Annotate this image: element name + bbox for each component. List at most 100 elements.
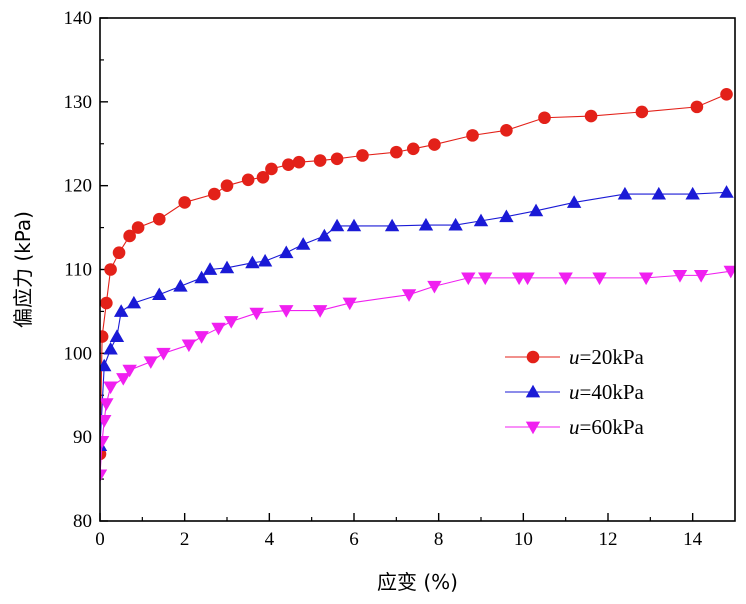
- data-point: [466, 129, 479, 142]
- data-point: [330, 152, 344, 166]
- data-point: [256, 170, 270, 184]
- data-point: [428, 138, 441, 151]
- data-point: [194, 331, 209, 344]
- data-point: [418, 217, 434, 231]
- data-point: [100, 469, 108, 483]
- data-point: [390, 145, 403, 159]
- data-point: [249, 307, 264, 321]
- data-point: [312, 305, 328, 318]
- data-point: [245, 255, 260, 269]
- x-tick-label: 14: [683, 529, 703, 550]
- data-point: [356, 149, 369, 162]
- data-point: [219, 260, 235, 274]
- data-point: [566, 195, 582, 208]
- data-point: [143, 356, 158, 369]
- tick-labels: 0 2 4 6 8 10 12 14 80 90 100 110 120 130 140: [64, 8, 703, 550]
- axis-ticks: [99, 17, 694, 522]
- data-point: [156, 347, 171, 361]
- legend-label-value: =20kPa: [580, 345, 645, 369]
- data-point: [112, 246, 126, 260]
- data-point: [342, 297, 357, 311]
- legend-marker: [526, 350, 540, 364]
- data-point: [427, 280, 442, 294]
- legend-marker: [525, 384, 541, 398]
- y-tick-label: 120: [64, 176, 93, 197]
- data-point: [685, 186, 700, 200]
- x-axis-title: 应变 (%): [377, 570, 458, 594]
- x-tick-label: 0: [95, 529, 105, 550]
- data-point: [178, 196, 191, 209]
- legend-item: u=60kPa: [505, 415, 645, 439]
- legend-label-value: =60kPa: [580, 415, 645, 439]
- data-point: [194, 270, 209, 284]
- data-point: [257, 253, 273, 267]
- legend-label-var: u: [569, 345, 580, 369]
- data-point: [461, 272, 476, 286]
- data-point: [528, 203, 544, 217]
- data-point: [635, 105, 649, 119]
- legend-item: u=40kPa: [505, 380, 645, 404]
- series-2: [100, 185, 734, 451]
- data-point: [384, 218, 400, 232]
- data-point: [638, 272, 654, 286]
- data-point: [103, 341, 118, 355]
- data-point: [122, 364, 137, 378]
- x-tick-label: 12: [599, 529, 618, 550]
- data-point: [220, 179, 234, 192]
- series-layer: [100, 87, 735, 483]
- data-point: [296, 237, 311, 250]
- data-point: [152, 287, 167, 301]
- series-1: [100, 87, 733, 461]
- data-point: [500, 124, 513, 137]
- data-point: [224, 316, 239, 329]
- legend-marker: [525, 421, 541, 435]
- data-point: [126, 295, 142, 309]
- data-point: [558, 272, 573, 286]
- legend-label-var: u: [569, 380, 580, 404]
- data-point: [113, 304, 129, 317]
- data-point: [406, 142, 420, 156]
- x-tick-label: 4: [265, 529, 275, 550]
- data-point: [279, 245, 294, 259]
- data-point: [313, 154, 327, 167]
- data-point: [109, 329, 125, 342]
- y-tick-label: 80: [73, 511, 92, 532]
- data-point: [152, 212, 166, 226]
- data-point: [651, 186, 666, 200]
- x-tick-label: 6: [349, 529, 359, 550]
- data-point: [478, 272, 493, 286]
- data-point: [719, 185, 734, 198]
- data-point: [317, 228, 332, 242]
- data-point: [131, 221, 145, 234]
- data-point: [672, 269, 688, 283]
- data-point: [693, 269, 709, 283]
- data-point: [346, 218, 362, 232]
- y-tick-label: 140: [64, 8, 93, 29]
- y-tick-label: 130: [64, 92, 93, 113]
- data-point: [173, 279, 188, 292]
- data-point: [617, 186, 633, 200]
- series-line: [100, 270, 731, 475]
- data-point: [473, 213, 489, 227]
- data-point: [103, 381, 118, 395]
- data-point: [100, 415, 112, 428]
- data-point: [690, 100, 704, 114]
- data-point: [538, 111, 551, 125]
- data-point: [401, 289, 417, 302]
- data-point: [520, 272, 535, 286]
- data-point: [329, 218, 345, 232]
- data-point: [181, 339, 197, 353]
- y-tick-label: 100: [64, 343, 93, 364]
- series-line: [100, 191, 727, 446]
- y-tick-label: 90: [73, 427, 92, 448]
- data-point: [202, 262, 218, 275]
- legend-label: u=20kPa: [569, 345, 645, 369]
- data-point: [282, 158, 295, 172]
- legend-item: u=20kPa: [505, 345, 645, 369]
- x-tick-label: 10: [514, 529, 533, 550]
- data-point: [208, 187, 221, 201]
- data-point: [100, 330, 109, 343]
- plot-frame: [99, 17, 736, 522]
